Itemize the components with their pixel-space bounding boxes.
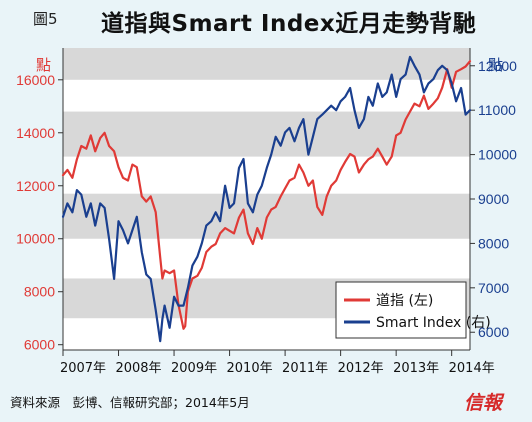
left-tick-label: 10000: [16, 231, 55, 247]
tick-labels: 6000 8000 10000 12000 14000 16000 6000 7000 8000…: [16, 56, 517, 376]
left-tick-label: 8000: [24, 284, 55, 300]
right-unit-label: 點: [488, 56, 503, 74]
x-tick-label: 2011年: [282, 361, 328, 376]
x-tick-label: 2010年: [227, 361, 273, 376]
left-tick-label: 6000: [24, 337, 55, 353]
right-tick-label: 9000: [478, 191, 509, 207]
right-tick-label: 8000: [478, 235, 509, 251]
x-tick-label: 2012年: [338, 361, 384, 376]
x-tick-label: 2013年: [393, 361, 439, 376]
legend: 道指 (左) Smart Index (右): [335, 281, 491, 339]
left-tick-label: 14000: [16, 125, 55, 141]
right-tick-label: 6000: [478, 324, 509, 340]
figure-label: 圖5: [33, 10, 58, 28]
legend-label: Smart Index (右): [376, 315, 491, 331]
left-tick-label: 16000: [16, 72, 55, 88]
series-line-djia: [61, 60, 472, 330]
chart-title: 道指與Smart Index近月走勢背馳: [101, 11, 477, 37]
right-tick-label: 12000: [478, 58, 517, 74]
x-tick-label: 2008年: [115, 361, 161, 376]
legend-label: 道指 (左): [376, 293, 433, 309]
right-tick-label: 7000: [478, 280, 509, 296]
right-tick-label: 10000: [478, 147, 517, 163]
axes: [58, 48, 475, 356]
series-line-smart-index: [61, 55, 472, 343]
source-note: 資料來源 彭博、信報研究部；2014年5月: [10, 395, 250, 410]
gray-band-3: [63, 48, 470, 80]
left-unit-label: 點: [36, 56, 51, 74]
left-tick-label: 12000: [16, 178, 55, 194]
x-tick-label: 2014年: [449, 361, 495, 376]
hkej-logo: 信報: [464, 392, 503, 414]
right-tick-label: 11000: [478, 102, 516, 118]
x-tick-label: 2009年: [171, 361, 217, 376]
series-layer: [61, 55, 472, 343]
x-tick-label: 2007年: [60, 361, 106, 376]
gray-band-2: [63, 111, 470, 157]
legend-box: [335, 281, 467, 339]
